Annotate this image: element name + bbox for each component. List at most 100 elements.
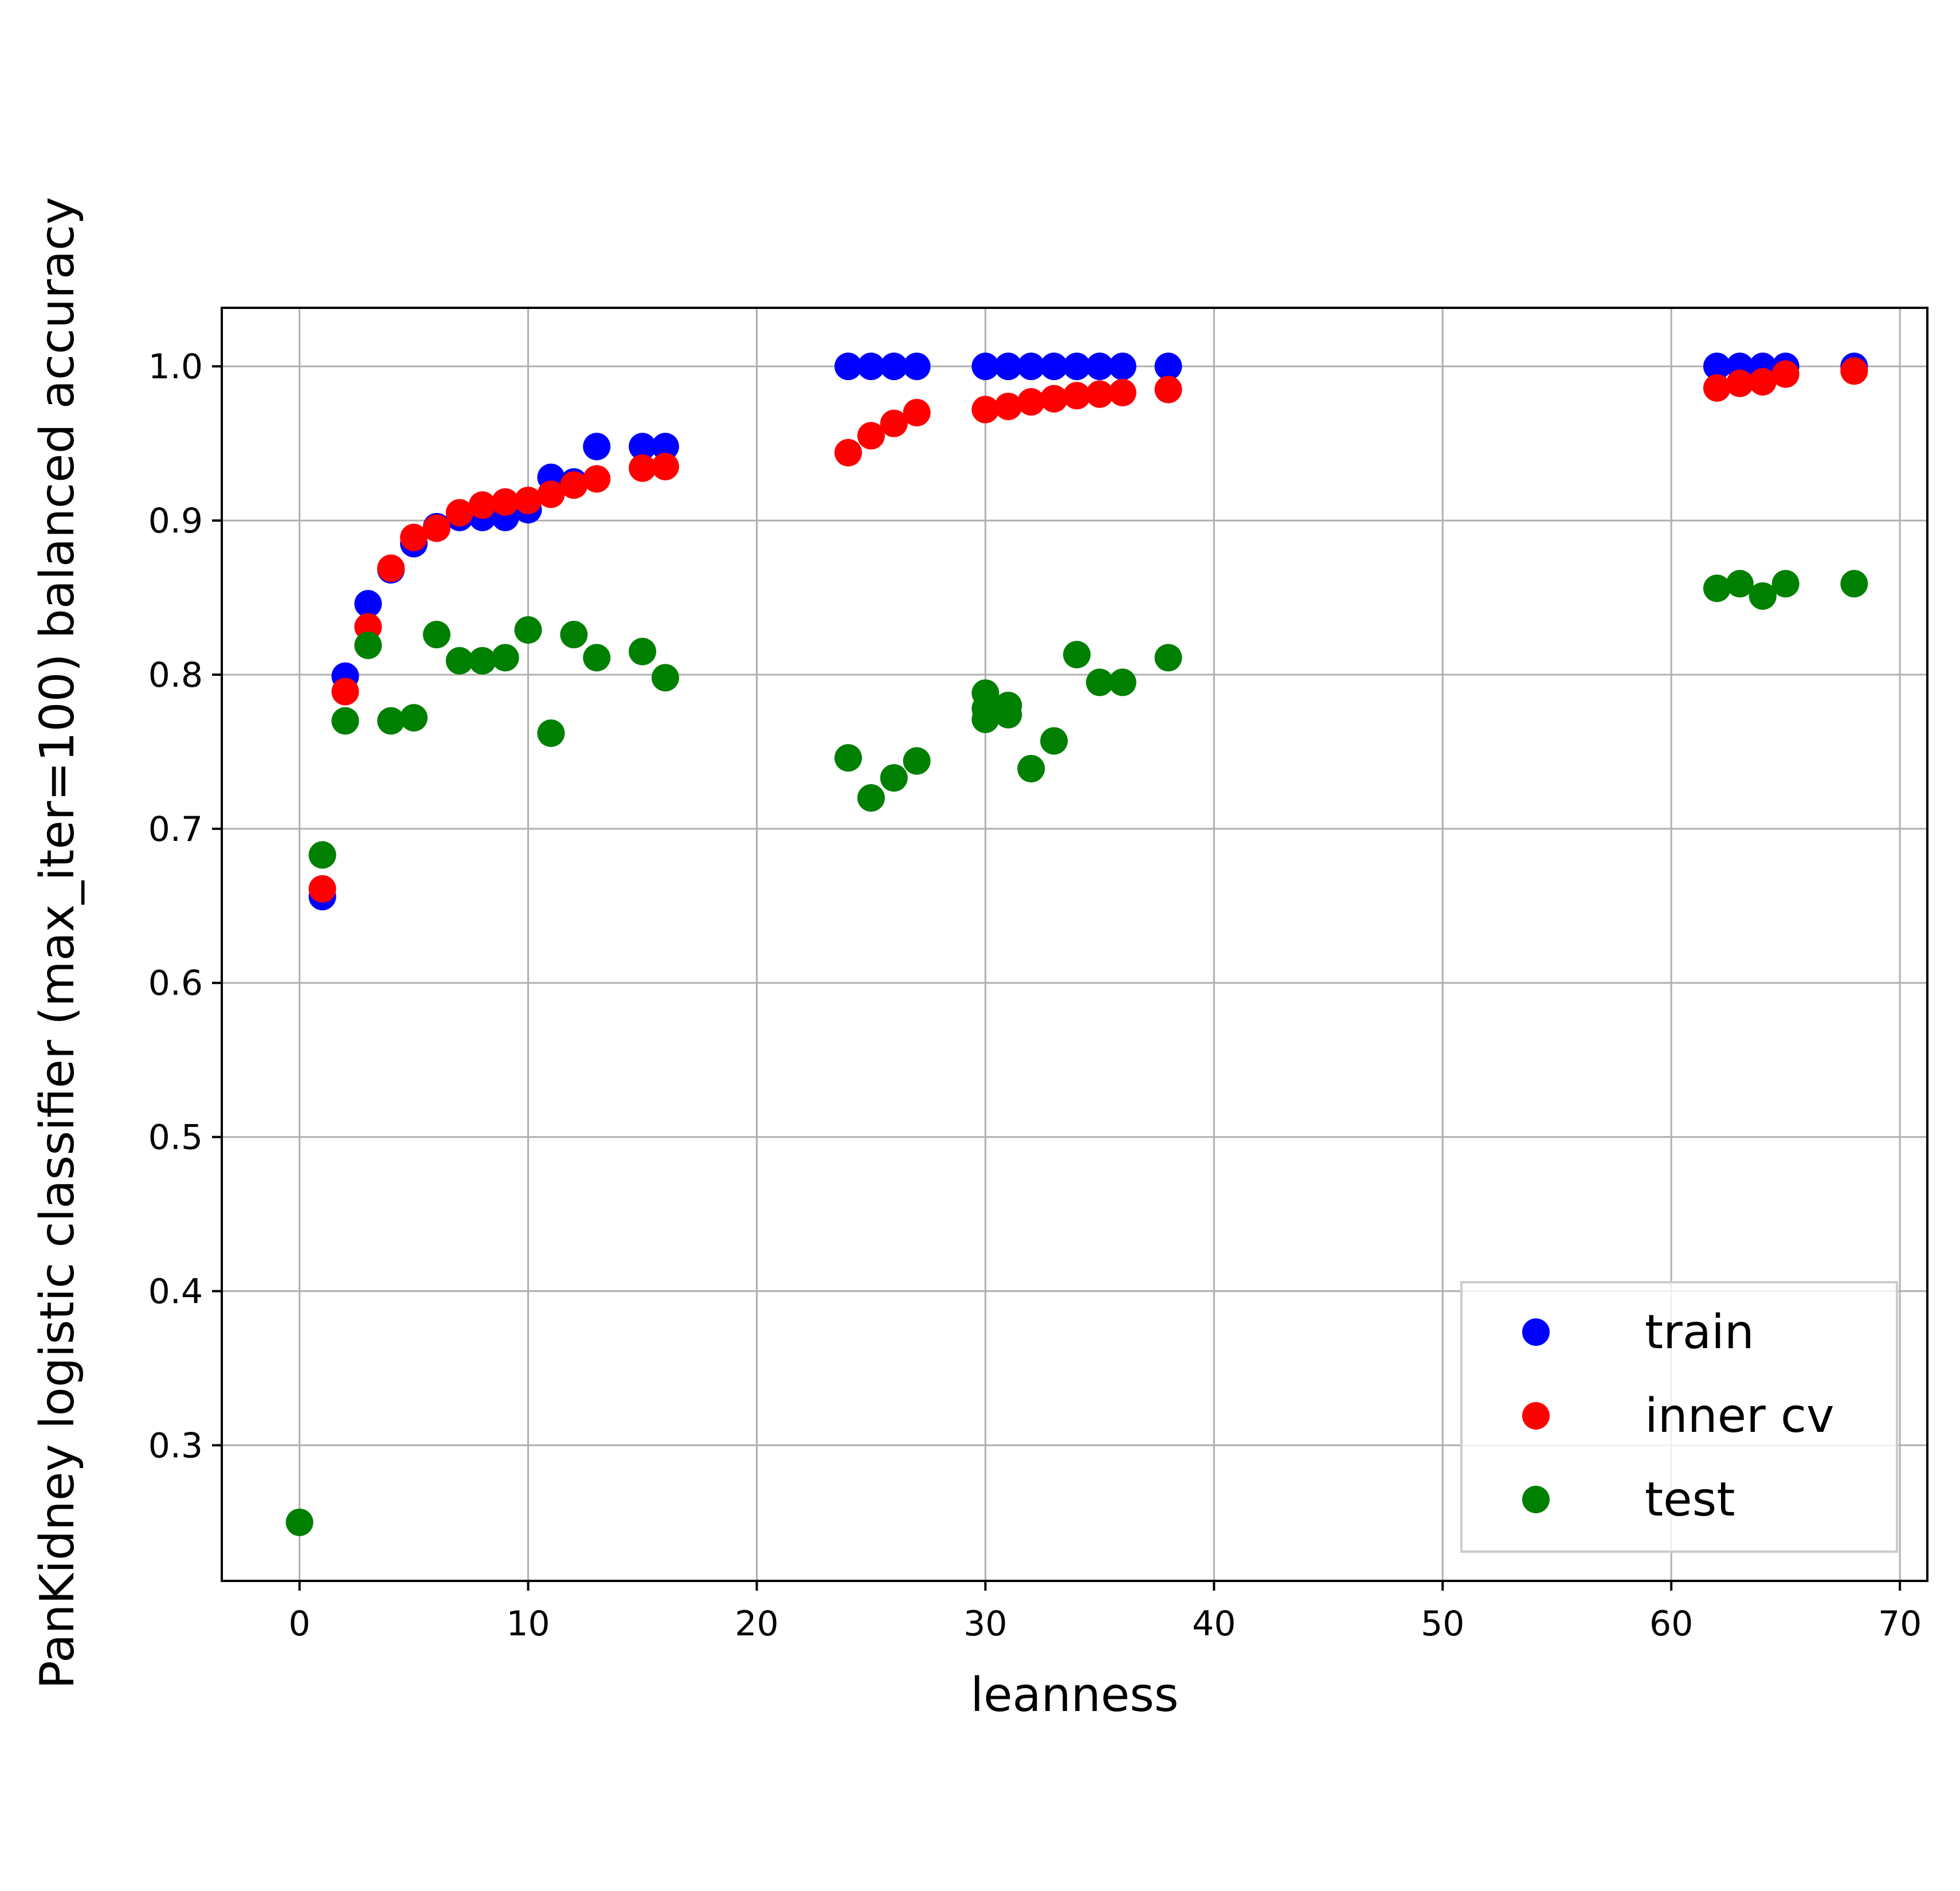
data-point	[422, 514, 450, 542]
series-test	[285, 570, 1868, 1536]
data-point	[903, 398, 931, 426]
data-point	[1703, 574, 1731, 602]
data-point	[1726, 369, 1754, 397]
grid-layer	[222, 308, 1927, 1581]
data-point	[1108, 353, 1136, 381]
data-point	[651, 452, 679, 480]
data-point	[903, 353, 931, 381]
data-point	[514, 616, 542, 644]
data-point	[1771, 360, 1800, 388]
data-point	[400, 704, 428, 732]
data-point	[560, 621, 588, 649]
data-point	[1108, 668, 1136, 696]
series-layer	[285, 353, 1868, 1536]
data-point	[422, 621, 450, 649]
data-point	[445, 647, 473, 675]
data-point	[834, 744, 863, 772]
data-point	[583, 465, 611, 493]
data-point	[857, 422, 885, 450]
x-tick-label: 10	[506, 1604, 550, 1644]
data-point	[331, 707, 359, 735]
x-tick-label: 50	[1421, 1604, 1464, 1644]
data-point	[583, 644, 611, 672]
legend-label: train	[1645, 1305, 1754, 1360]
data-point	[354, 590, 382, 618]
data-point	[629, 637, 657, 665]
data-point	[834, 353, 863, 381]
data-point	[1085, 353, 1114, 381]
legend: train inner cv test	[1460, 1281, 1898, 1553]
data-point	[1040, 385, 1068, 413]
x-tick-label: 70	[1878, 1604, 1922, 1644]
data-point	[880, 409, 908, 437]
data-point	[1154, 375, 1182, 404]
data-point	[857, 784, 885, 812]
data-point	[308, 875, 336, 903]
data-point	[1749, 368, 1777, 396]
data-point	[651, 432, 679, 460]
legend-marker	[1522, 1402, 1550, 1430]
data-point	[1085, 380, 1114, 408]
y-tick-label: 0.6	[148, 964, 203, 1004]
series-train	[308, 353, 1868, 911]
data-point	[377, 554, 405, 582]
data-point	[1726, 570, 1754, 598]
data-point	[468, 647, 496, 675]
data-point	[629, 454, 657, 482]
data-point	[1017, 754, 1045, 782]
data-point	[537, 719, 565, 747]
data-point	[1017, 388, 1045, 416]
y-tick-label: 0.5	[148, 1118, 203, 1158]
x-tick-label: 0	[289, 1604, 311, 1644]
tick-layer: 0 10 20 30 40 50 60 70 0.3 0.4 0.5 0.6 0.7 0.8 0.9 1.0	[148, 347, 1922, 1644]
legend-label: inner cv	[1645, 1389, 1834, 1443]
x-axis-label: leanness	[970, 1668, 1178, 1722]
data-point	[971, 396, 999, 424]
data-point	[971, 679, 999, 707]
data-point	[857, 353, 885, 381]
y-tick-label: 0.7	[148, 809, 203, 849]
data-point	[629, 432, 657, 460]
y-tick-label: 0.3	[148, 1426, 203, 1466]
y-tick-label: 0.4	[148, 1271, 203, 1311]
y-tick-label: 0.9	[148, 501, 203, 541]
series-inner-cv	[308, 357, 1868, 903]
x-tick-label: 30	[963, 1604, 1007, 1644]
data-point	[651, 664, 679, 692]
data-point	[537, 480, 565, 508]
legend-label: test	[1645, 1473, 1735, 1527]
data-point	[1040, 727, 1068, 755]
data-point	[285, 1508, 313, 1536]
data-point	[1749, 582, 1777, 610]
data-point	[400, 523, 428, 551]
data-point	[1154, 353, 1182, 381]
data-point	[560, 471, 588, 499]
data-point	[1063, 382, 1091, 410]
x-tick-label: 20	[735, 1604, 778, 1644]
data-point	[1085, 668, 1114, 696]
data-point	[903, 747, 931, 775]
data-point	[880, 353, 908, 381]
data-point	[1703, 374, 1731, 402]
data-point	[377, 707, 405, 735]
y-tick-label: 0.8	[148, 655, 203, 695]
data-point	[1840, 570, 1868, 598]
data-point	[1108, 378, 1136, 406]
data-point	[514, 487, 542, 515]
data-point	[491, 488, 519, 516]
data-point	[354, 631, 382, 659]
data-point	[1063, 640, 1091, 668]
data-point	[1840, 357, 1868, 385]
data-point	[834, 439, 863, 467]
data-point	[491, 644, 519, 672]
data-point	[1771, 570, 1800, 598]
data-point	[308, 841, 336, 869]
data-point	[331, 678, 359, 706]
x-tick-label: 60	[1649, 1604, 1693, 1644]
data-point	[1040, 353, 1068, 381]
data-point	[1063, 353, 1091, 381]
data-point	[994, 393, 1022, 421]
plot-frame	[221, 307, 1928, 1582]
